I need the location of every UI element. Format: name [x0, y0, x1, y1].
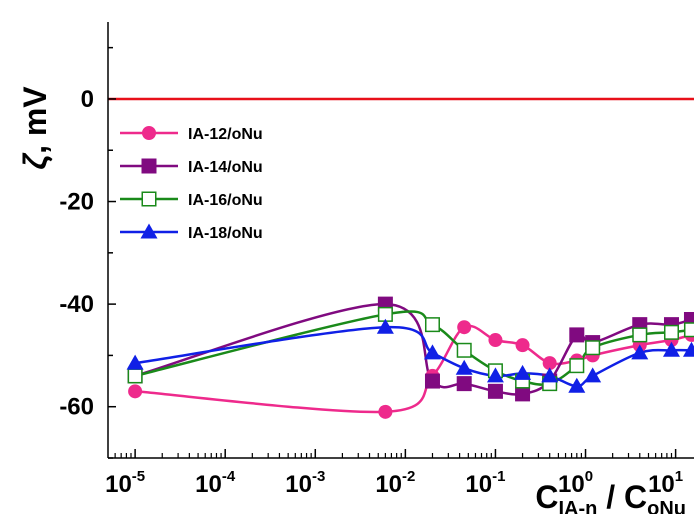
y-tick-label: -20	[59, 189, 94, 216]
data-point-triangle	[541, 367, 559, 383]
legend-marker	[140, 223, 158, 239]
x-tick-label: 10-1	[465, 468, 505, 498]
y-tick-label: -40	[59, 291, 94, 318]
x-tick-label: 100	[558, 468, 593, 498]
data-point-square	[487, 383, 503, 399]
x-axis-title: CIA-n / CoNu	[535, 479, 686, 514]
y-tick-label: -60	[59, 394, 94, 421]
x-tick-label: 10-3	[285, 468, 325, 498]
x-tick-label: 10-4	[195, 468, 236, 498]
data-point-triangle	[514, 364, 532, 380]
data-point-square-open	[683, 322, 694, 338]
legend-label: IA-14/oNu	[188, 159, 263, 176]
legend-marker	[141, 158, 157, 174]
data-point-square-open	[632, 327, 648, 343]
data-point-circle	[378, 404, 393, 419]
data-point-triangle	[568, 377, 586, 393]
y-axis-title: ζ, mV	[17, 86, 53, 170]
data-point-square	[424, 373, 440, 389]
data-point-square-open	[585, 340, 601, 356]
data-point-square	[456, 376, 472, 392]
data-point-triangle	[423, 344, 441, 360]
x-tick-label: 10-2	[375, 468, 415, 498]
x-tick-label: 10-5	[105, 468, 145, 498]
data-point-square	[683, 312, 694, 328]
data-point-triangle	[455, 359, 473, 375]
data-point-triangle	[682, 341, 694, 357]
data-point-triangle	[486, 367, 504, 383]
data-point-circle	[542, 356, 557, 371]
data-point-triangle	[584, 367, 602, 383]
data-point-triangle	[126, 354, 144, 370]
data-point-square-open	[663, 324, 679, 340]
data-point-square-open	[456, 342, 472, 358]
x-tick-label: 101	[648, 468, 683, 498]
data-point-triangle	[662, 341, 680, 357]
data-point-square	[515, 386, 531, 402]
legend-marker	[141, 191, 157, 207]
data-point-square	[569, 327, 585, 343]
legend-marker	[142, 126, 156, 140]
data-point-circle	[457, 320, 472, 335]
data-point-circle	[515, 338, 530, 353]
data-point-circle	[488, 333, 503, 348]
legend-label: IA-12/oNu	[188, 126, 263, 143]
data-point-square-open	[424, 317, 440, 333]
data-point-triangle	[631, 344, 649, 360]
y-tick-label: 0	[81, 86, 94, 113]
legend-label: IA-18/oNu	[188, 225, 263, 242]
data-point-square-open	[127, 368, 143, 384]
data-point-square-open	[569, 358, 585, 374]
data-point-triangle	[376, 318, 394, 334]
legend-label: IA-16/oNu	[188, 192, 263, 209]
data-point-circle	[128, 384, 143, 399]
